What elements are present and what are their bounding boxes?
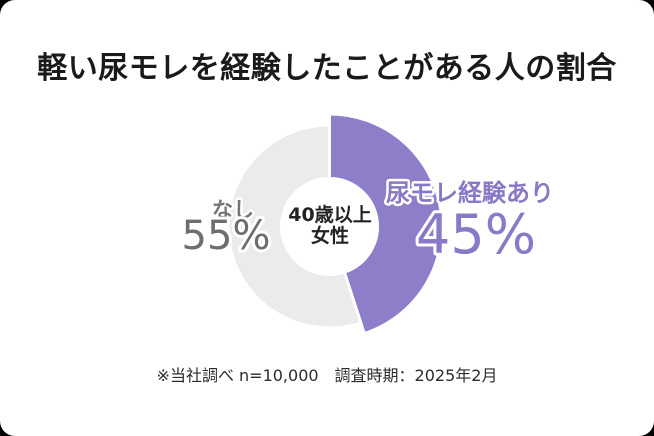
chart-title: 軽い尿モレを経験したことがある人の割合	[37, 51, 617, 86]
source-note: ※当社調べ n=10,000 調査時期：2025年2月	[156, 366, 498, 385]
slice-none	[226, 123, 363, 330]
label-experienced-name: 尿モレ経験あり	[386, 179, 554, 207]
label-experienced-value: 45%	[416, 203, 536, 266]
label-none-name: なし	[212, 198, 254, 222]
center-label-line2: 女性	[310, 225, 349, 247]
donut-slices	[226, 112, 444, 335]
label-none-value: 55%	[182, 213, 271, 259]
slice-experienced	[328, 112, 444, 335]
donut-center-label: 40歳以上 女性	[264, 205, 396, 247]
center-label-line1: 40歳以上	[288, 204, 372, 226]
